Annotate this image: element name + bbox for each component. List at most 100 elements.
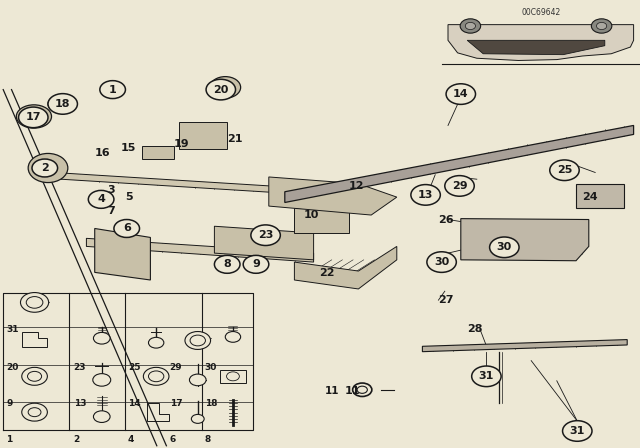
Text: 1: 1 [109, 85, 116, 95]
Text: 31: 31 [570, 426, 585, 436]
Text: 4: 4 [128, 435, 134, 444]
Text: 23: 23 [74, 363, 86, 372]
Circle shape [19, 107, 48, 128]
Text: 23: 23 [258, 230, 273, 240]
Text: 13: 13 [418, 190, 433, 200]
Text: 19: 19 [174, 139, 189, 149]
Text: 29: 29 [170, 363, 182, 372]
Bar [576, 184, 624, 208]
Circle shape [563, 421, 592, 441]
Circle shape [148, 337, 164, 348]
Circle shape [20, 293, 49, 312]
Text: 18: 18 [55, 99, 70, 109]
Text: 20: 20 [213, 85, 228, 95]
Polygon shape [467, 40, 605, 55]
Circle shape [460, 19, 481, 33]
Circle shape [143, 367, 169, 385]
Polygon shape [461, 219, 589, 261]
Text: 21: 21 [227, 134, 243, 144]
Text: 30: 30 [205, 363, 217, 372]
Circle shape [93, 332, 110, 344]
Circle shape [88, 190, 114, 208]
Polygon shape [285, 125, 634, 202]
Circle shape [191, 414, 204, 423]
Circle shape [251, 225, 280, 246]
Circle shape [148, 371, 164, 382]
Text: 9: 9 [252, 259, 260, 269]
Circle shape [472, 366, 501, 387]
Text: 20: 20 [6, 363, 19, 372]
Text: 4: 4 [97, 194, 105, 204]
Circle shape [243, 255, 269, 273]
Circle shape [190, 335, 205, 346]
Text: 11: 11 [324, 386, 339, 396]
Circle shape [93, 374, 111, 386]
Circle shape [427, 252, 456, 272]
Circle shape [32, 159, 58, 177]
Circle shape [490, 237, 519, 258]
Text: 10: 10 [304, 210, 319, 220]
Polygon shape [86, 238, 314, 262]
Text: 6: 6 [170, 435, 176, 444]
Text: 3: 3 [108, 185, 115, 195]
Ellipse shape [210, 77, 241, 98]
Text: 18: 18 [205, 399, 218, 408]
Text: 30: 30 [497, 242, 512, 252]
Text: 13: 13 [74, 399, 86, 408]
Text: 11: 11 [344, 386, 360, 396]
Text: 30: 30 [434, 257, 449, 267]
Polygon shape [269, 177, 397, 215]
Text: 29: 29 [452, 181, 467, 191]
Polygon shape [294, 246, 397, 289]
Text: 25: 25 [128, 363, 141, 372]
Text: 14: 14 [453, 89, 468, 99]
Circle shape [225, 332, 241, 342]
Circle shape [591, 19, 612, 33]
Circle shape [596, 22, 607, 30]
Circle shape [114, 220, 140, 237]
Text: 2: 2 [74, 435, 80, 444]
Circle shape [28, 371, 42, 381]
Bar [179, 122, 227, 149]
Circle shape [214, 255, 240, 273]
Circle shape [100, 81, 125, 99]
Text: 16: 16 [95, 148, 110, 158]
Text: 28: 28 [467, 324, 483, 334]
Text: 22: 22 [319, 268, 334, 278]
Circle shape [26, 297, 43, 308]
Text: 14: 14 [128, 399, 141, 408]
Text: 12: 12 [349, 181, 364, 191]
Text: 26: 26 [438, 215, 454, 224]
Circle shape [465, 22, 476, 30]
Text: 1: 1 [6, 435, 13, 444]
Circle shape [189, 374, 206, 386]
Ellipse shape [17, 105, 52, 128]
Bar [294, 208, 349, 233]
Text: 7: 7 [108, 206, 115, 215]
Text: 27: 27 [438, 295, 454, 305]
Text: 24: 24 [582, 192, 598, 202]
Text: 31: 31 [6, 325, 19, 334]
Text: 00C69642: 00C69642 [521, 8, 561, 17]
Circle shape [227, 372, 239, 381]
Polygon shape [422, 340, 627, 352]
Circle shape [411, 185, 440, 205]
Circle shape [48, 94, 77, 114]
Text: 31: 31 [479, 371, 494, 381]
Circle shape [185, 332, 211, 349]
Circle shape [22, 403, 47, 421]
Text: 2: 2 [41, 163, 49, 173]
Circle shape [550, 160, 579, 181]
Text: 6: 6 [123, 224, 131, 233]
Text: 8: 8 [223, 259, 231, 269]
Circle shape [206, 79, 236, 100]
Polygon shape [61, 173, 291, 194]
Text: 17: 17 [170, 399, 182, 408]
Text: 15: 15 [120, 143, 136, 153]
Ellipse shape [28, 153, 68, 182]
Polygon shape [448, 25, 634, 60]
Text: 9: 9 [6, 399, 13, 408]
Circle shape [446, 84, 476, 104]
Polygon shape [95, 228, 150, 280]
Bar [142, 146, 174, 159]
